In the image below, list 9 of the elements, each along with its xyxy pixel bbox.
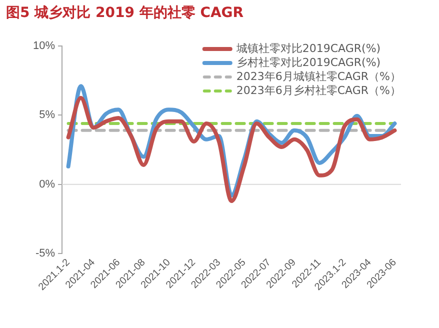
y-tick-label: 5% xyxy=(39,109,56,122)
y-tick-label: 10% xyxy=(32,40,56,52)
chart-title: 图5 城乡对比 2019 年的社零 CAGR xyxy=(6,4,244,22)
legend-label: 2023年6月城镇社零CAGR（%） xyxy=(236,70,401,83)
y-tick-label: 0% xyxy=(39,178,56,190)
legend-label: 乡村社零对比2019CAGR(%) xyxy=(236,56,381,69)
legend-label: 2023年6月乡村社零CAGR（%） xyxy=(236,84,401,97)
y-tick-label: -5% xyxy=(35,248,56,260)
legend-label: 城镇社零对比2019CAGR(%) xyxy=(235,42,381,55)
